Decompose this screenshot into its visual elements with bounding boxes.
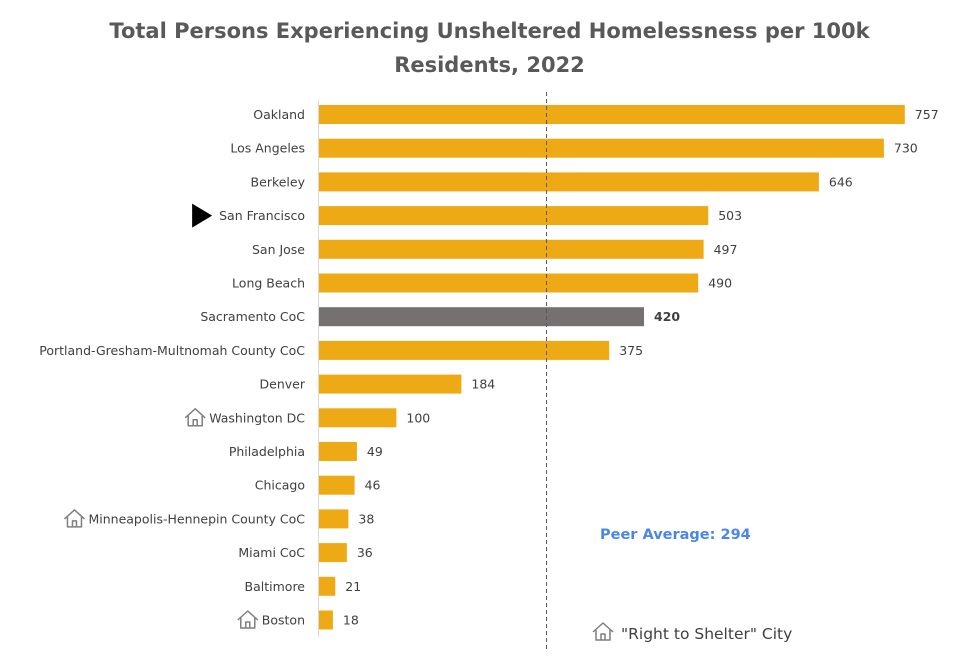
category-label: Denver bbox=[260, 377, 306, 392]
category-label: Miami CoC bbox=[238, 545, 305, 560]
bar-boston bbox=[319, 610, 333, 630]
category-label: Philadelphia bbox=[229, 444, 305, 459]
bar-baltimore bbox=[319, 576, 336, 596]
category-label: Portland-Gresham-Multnomah County CoC bbox=[39, 343, 305, 358]
legend: "Right to Shelter" City bbox=[592, 622, 792, 643]
category-label: Boston bbox=[262, 613, 305, 628]
value-label: 184 bbox=[471, 377, 495, 392]
category-label: San Francisco bbox=[219, 208, 305, 223]
bars-layer: Oakland 757 Los Angeles 730 Berkeley 646 San F… bbox=[39, 105, 939, 630]
value-label: 375 bbox=[619, 343, 643, 358]
bar-minneapolis-hennepin-county-coc bbox=[319, 509, 349, 529]
peer-average-label: Peer Average: 294 bbox=[600, 527, 751, 543]
value-label: 730 bbox=[894, 141, 918, 156]
house-icon bbox=[237, 610, 259, 629]
bar-philadelphia bbox=[319, 442, 357, 461]
value-label: 46 bbox=[365, 478, 381, 493]
value-label: 21 bbox=[345, 579, 361, 594]
bar-berkeley bbox=[319, 172, 819, 192]
value-label: 18 bbox=[343, 613, 359, 628]
bar-sacramento-coc bbox=[319, 307, 645, 327]
category-label: Berkeley bbox=[251, 174, 306, 189]
category-label: Sacramento CoC bbox=[200, 309, 305, 324]
legend-label: "Right to Shelter" City bbox=[621, 625, 792, 643]
category-label: Los Angeles bbox=[230, 141, 305, 156]
category-label: Chicago bbox=[255, 478, 305, 493]
category-label: Oakland bbox=[253, 107, 305, 122]
value-label: 420 bbox=[654, 309, 680, 324]
bar-san-jose bbox=[319, 239, 704, 259]
bar-los-angeles bbox=[319, 138, 884, 158]
bar-chicago bbox=[319, 475, 355, 495]
value-label: 757 bbox=[915, 107, 939, 122]
value-label: 100 bbox=[406, 410, 430, 425]
chart-title-line-1: Total Persons Experiencing Unsheltered H… bbox=[109, 19, 870, 43]
bar-long-beach bbox=[319, 273, 699, 293]
category-label: Washington DC bbox=[209, 410, 305, 425]
chart-title: Total Persons Experiencing Unsheltered H… bbox=[0, 14, 979, 82]
category-label: San Jose bbox=[252, 242, 305, 257]
bar-portland-gresham-multnomah-county-coc bbox=[319, 340, 610, 360]
value-label: 49 bbox=[367, 444, 383, 459]
category-label: Long Beach bbox=[232, 276, 305, 291]
chart-title-line-2: Residents, 2022 bbox=[394, 53, 585, 77]
category-label: Baltimore bbox=[245, 579, 306, 594]
house-icon bbox=[592, 622, 614, 641]
value-label: 490 bbox=[708, 276, 732, 291]
value-label: 646 bbox=[829, 174, 853, 189]
bar-oakland bbox=[319, 105, 905, 124]
category-label: Minneapolis-Hennepin County CoC bbox=[88, 511, 305, 526]
value-label: 38 bbox=[358, 511, 374, 526]
bar-denver bbox=[319, 374, 462, 394]
value-label: 503 bbox=[718, 208, 742, 223]
house-icon bbox=[184, 408, 206, 427]
value-label: 497 bbox=[714, 242, 738, 257]
house-icon bbox=[63, 509, 85, 528]
bar-san-francisco bbox=[319, 206, 709, 226]
bar-miami-coc bbox=[319, 543, 347, 563]
marker-triangle-icon bbox=[192, 203, 213, 228]
value-label: 36 bbox=[357, 545, 373, 560]
bar-washington-dc bbox=[319, 408, 397, 428]
